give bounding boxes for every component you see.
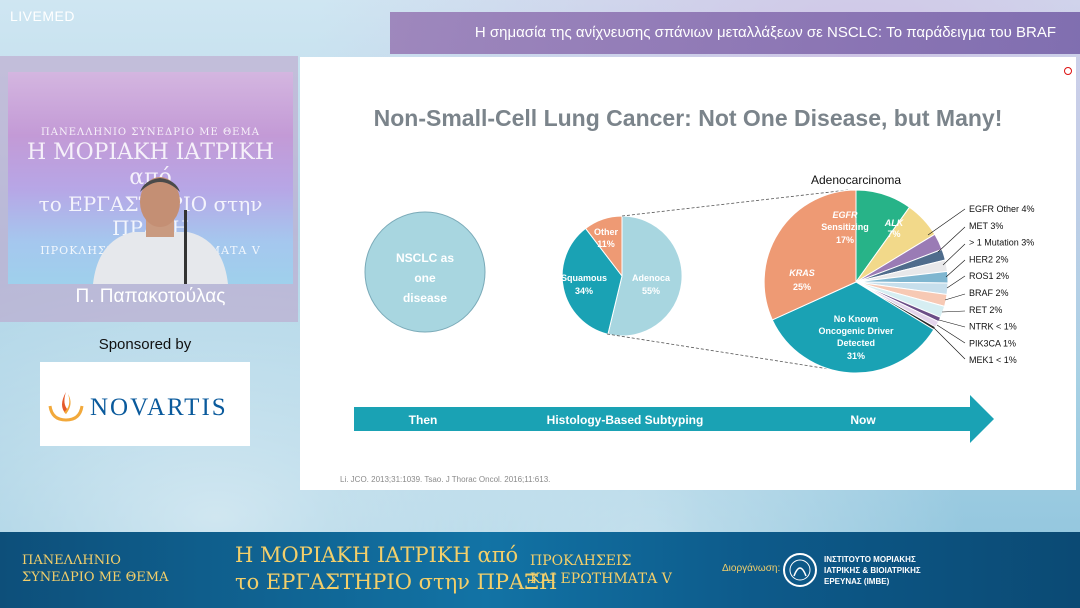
legend-item: ROS1 2% bbox=[969, 271, 1009, 281]
novartis-flame-icon bbox=[48, 392, 84, 422]
video-banner-line2: Η ΜΟΡΙΑΚΗ ΙΑΤΡΙΚΗ από bbox=[26, 140, 275, 190]
speaker-video[interactable]: ΠΑΝΕΛΛΗΝΙΟ ΣΥΝΕΔΡΙΟ ΜΕ ΘΕΜΑ Η ΜΟΡΙΑΚΗ ΙΑ… bbox=[8, 72, 293, 284]
nsclc-circle bbox=[364, 211, 486, 333]
histology-other-value: 11% bbox=[597, 239, 615, 249]
sponsor-logo-box: NOVARTIS bbox=[40, 362, 250, 446]
footer-org-line1: ΙΝΣΤΙΤΟΥΤΟ ΜΟΡΙΑΚΗΣ bbox=[824, 555, 916, 564]
leader-6 bbox=[944, 293, 966, 301]
footer-main-line2: το ΕΡΓΑΣΤΗΡΙΟ στην ΠΡΑΞΗ bbox=[235, 570, 558, 594]
header-bar: Η σημασία της ανίχνευσης σπάνιων μεταλλά… bbox=[390, 12, 1080, 54]
footer-org-line3: ΕΡΕΥΝΑΣ (ΙΜΒΕ) bbox=[824, 577, 890, 586]
footer-banner: ΠΑΝΕΛΛΗΝΙΟ ΣΥΝΕΔΡΙΟ ΜΕ ΘΕΜΑ Η ΜΟΡΙΑΚΗ ΙΑ… bbox=[0, 532, 1080, 608]
novartis-wordmark: NOVARTIS bbox=[90, 394, 228, 421]
adenocarcinoma-pie bbox=[763, 189, 949, 374]
speaker-figure bbox=[93, 177, 228, 284]
legend-item: RET 2% bbox=[969, 305, 1002, 315]
legend-item: MET 3% bbox=[969, 221, 1003, 231]
video-banner-line1: ΠΑΝΕΛΛΗΝΙΟ ΣΥΝΕΔΡΙΟ ΜΕ ΘΕΜΑ bbox=[41, 127, 260, 138]
slide-title: Non-Small-Cell Lung Cancer: Not One Dise… bbox=[373, 105, 1003, 131]
record-indicator-icon bbox=[1064, 67, 1072, 75]
histology-slice-other bbox=[584, 215, 623, 278]
presentation-title: Η σημασία της ανίχνευσης σπάνιων μεταλλά… bbox=[474, 24, 1056, 41]
footer-sub-line1: ΠΡΟΚΛΗΣΕΙΣ bbox=[530, 553, 632, 569]
slide-citation: Li. JCO. 2013;31:1039. Tsao. J Thorac On… bbox=[340, 475, 551, 484]
connector-bottom bbox=[606, 333, 849, 373]
footer-main-title: Η ΜΟΡΙΑΚΗ ΙΑΤΡΙΚΗ από το ΕΡΓΑΣΤΗΡΙΟ στην… bbox=[235, 542, 557, 596]
leader-4 bbox=[945, 259, 966, 278]
adeno-legend: EGFR Other 4% MET 3% > 1 Mutation 3% HER2 2… bbox=[969, 204, 1035, 365]
footer-organizer-name: ΙΝΣΤΙΤΟΥΤΟ ΜΟΡΙΑΚΗΣ ΙΑΤΡΙΚΗΣ & ΒΙΟΙΑΤΡΙΚ… bbox=[824, 554, 921, 587]
footer-organizer-label: Διοργάνωση: bbox=[722, 563, 781, 574]
adeno-egfr-label: EGFR bbox=[832, 210, 858, 220]
footer-conference-label: ΠΑΝΕΛΛΗΝΙΟ ΣΥΝΕΔΡΙΟ ΜΕ ΘΕΜΑ bbox=[22, 552, 168, 586]
leader-10 bbox=[933, 327, 966, 360]
arrow-now-label: Now bbox=[850, 413, 876, 427]
arrow-then-label: Then bbox=[409, 413, 438, 427]
adeno-slice-kras bbox=[763, 189, 857, 321]
footer-org-line2: ΙΑΤΡΙΚΗΣ & ΒΙΟΙΑΤΡΙΚΗΣ bbox=[824, 566, 921, 575]
footer-sub-line2: ΚΑΙ ΕΡΩΤΗΜΑΤΑ V bbox=[530, 571, 672, 587]
footer-conf-line1: ΠΑΝΕΛΛΗΝΙΟ bbox=[22, 553, 121, 568]
histology-other-label: Other bbox=[594, 227, 619, 237]
histology-squamous-value: 34% bbox=[575, 286, 593, 296]
adeno-alk-label: ALK bbox=[884, 218, 905, 228]
imbe-logo-icon bbox=[783, 553, 817, 587]
connector-top bbox=[621, 189, 849, 217]
arrow-middle-label: Histology-Based Subtyping bbox=[547, 413, 704, 427]
then-now-arrow bbox=[354, 395, 994, 443]
sponsored-by-label: Sponsored by bbox=[98, 336, 192, 353]
nsclc-label-line2: one bbox=[414, 271, 436, 285]
legend-item: MEK1 < 1% bbox=[969, 355, 1017, 365]
legend-item: EGFR Other 4% bbox=[969, 204, 1035, 214]
legend-item: BRAF 2% bbox=[969, 288, 1009, 298]
footer-conf-line2: ΣΥΝΕΔΡΙΟ ΜΕ ΘΕΜΑ bbox=[22, 570, 169, 585]
footer-subtitle: ΠΡΟΚΛΗΣΕΙΣ ΚΑΙ ΕΡΩΤΗΜΑΤΑ V bbox=[530, 552, 672, 588]
footer-main-line1: Η ΜΟΡΙΑΚΗ ΙΑΤΡΙΚΗ από bbox=[235, 543, 519, 567]
legend-item: > 1 Mutation 3% bbox=[969, 238, 1034, 248]
leader-8 bbox=[938, 319, 966, 328]
legend-item: PIK3CA 1% bbox=[969, 338, 1016, 348]
adeno-title: Adenocarcinoma bbox=[811, 173, 901, 187]
leader-3 bbox=[942, 243, 966, 266]
leader-2 bbox=[937, 226, 966, 253]
histology-slice-squamous bbox=[561, 227, 623, 335]
speaker-video-panel: ΠΑΝΕΛΛΗΝΙΟ ΣΥΝΕΔΡΙΟ ΜΕ ΘΕΜΑ Η ΜΟΡΙΑΚΗ ΙΑ… bbox=[0, 56, 298, 322]
histology-adenoca-label: Adenoca bbox=[632, 273, 671, 283]
adeno-kras-label: KRAS bbox=[789, 268, 815, 278]
livemed-logo: LIVEMED bbox=[10, 8, 75, 24]
leader-7 bbox=[941, 310, 966, 313]
legend-leaders bbox=[927, 208, 966, 360]
adeno-nokd-line3: Detected bbox=[837, 338, 875, 348]
leader-9 bbox=[936, 324, 966, 344]
speaker-name: Π. Παπακοτούλας bbox=[75, 286, 226, 307]
adeno-nokd-line1: No Known bbox=[834, 314, 879, 324]
histology-adenoca-value: 55% bbox=[642, 286, 660, 296]
adeno-nokd-value: 31% bbox=[847, 351, 865, 361]
legend-item: NTRK < 1% bbox=[969, 322, 1017, 332]
nsclc-label-line3: disease bbox=[403, 291, 447, 305]
slide-graphic: NSCLC as one disease Other 11% Squamous … bbox=[354, 173, 1035, 443]
legend-item: HER2 2% bbox=[969, 254, 1009, 264]
nsclc-label-line1: NSCLC as bbox=[396, 251, 454, 265]
slide-area: Non-Small-Cell Lung Cancer: Not One Dise… bbox=[300, 57, 1076, 490]
adeno-egfr-value: 17% bbox=[836, 235, 854, 245]
adeno-egfr-label2: Sensitizing bbox=[821, 222, 869, 232]
adeno-nokd-line2: Oncogenic Driver bbox=[818, 326, 894, 336]
adeno-kras-value: 25% bbox=[793, 282, 811, 292]
adeno-slice-no-known-driver bbox=[771, 281, 935, 374]
histology-slice-adenoca bbox=[607, 215, 683, 337]
leader-5 bbox=[946, 275, 966, 289]
adeno-alk-value: 7% bbox=[887, 229, 900, 239]
leader-1 bbox=[927, 208, 966, 236]
histology-squamous-label: Squamous bbox=[561, 273, 607, 283]
